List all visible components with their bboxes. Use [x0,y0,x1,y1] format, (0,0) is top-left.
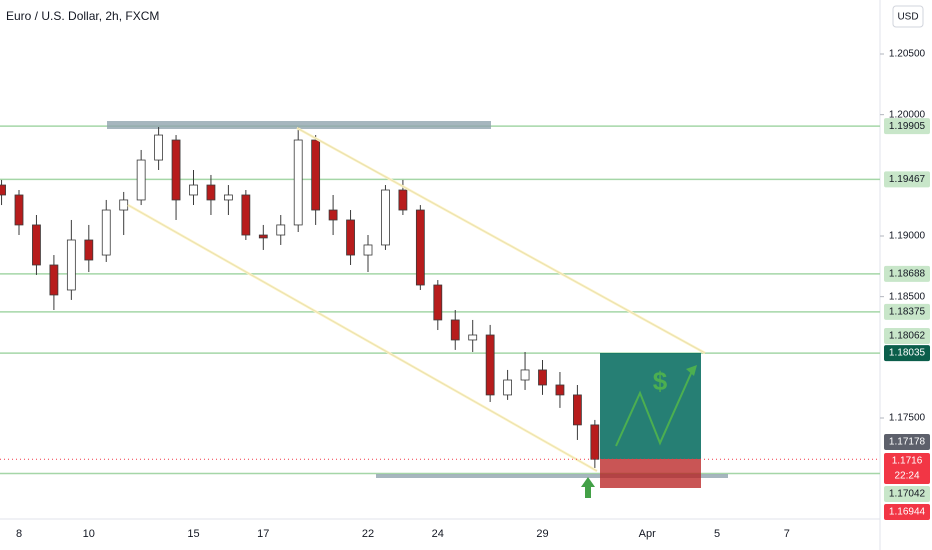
candle-body [206,184,216,201]
level-label-badge [884,265,930,282]
x-tick-label: 24 [432,528,444,540]
level-label-badge [884,118,930,135]
candle-body [84,239,94,261]
price-axis: 1.20500 1.20000 1.19000 1.18500 1.17500 1.199… [880,49,930,520]
channel-upper-edge [296,127,706,354]
current-price-badge [884,453,930,484]
price-marker: 1.18062 [889,331,926,342]
x-tick-label: 15 [187,528,199,540]
candle-body [14,194,24,226]
candle-body [32,224,41,266]
candle-body [520,369,530,381]
candle-body [258,234,268,239]
level-label: 1.19467 [889,174,926,185]
y-tick-label: 1.17500 [889,413,926,424]
candle-body [154,134,164,161]
candle-body [450,319,460,341]
x-tick-label: 8 [16,528,22,540]
countdown: 22:24 [894,471,919,482]
target-path [615,368,694,447]
currency[interactable]: USD [897,12,918,23]
y-tick-label: 1.20000 [889,109,926,120]
candle-body [415,209,425,286]
x-tick-label: 10 [83,528,95,540]
candle-body [346,219,355,256]
candle-body [468,334,478,341]
candle-body [136,159,146,201]
x-tick-label: 17 [257,528,269,540]
resistance-zone [107,121,491,129]
chart-title: Euro / U.S. Dollar, 2h, FXCM [6,9,159,23]
candle-body [189,184,198,196]
y-tick-label: 1.20500 [889,49,926,60]
price-marker-badge [884,434,930,450]
level-label-badge [884,303,930,320]
level-label-badge [884,486,930,502]
candle-body [171,139,181,201]
candle-body [276,224,286,236]
candle-body [381,189,390,246]
price-marker: 1.17178 [889,437,926,448]
price-marker-badge [884,328,930,344]
x-tick-label: 5 [714,528,720,540]
candle-body [119,199,129,211]
candles [0,127,600,468]
candle-body [433,284,443,321]
level-label: 1.19905 [889,121,926,132]
current-price: 1.1716 [892,456,923,467]
level-label-badge [884,171,930,188]
x-tick-label: 7 [784,528,790,540]
candle-body [293,139,303,226]
level-label: 1.18375 [889,306,926,317]
candle-body [0,184,6,196]
channel-lower-edge [127,204,598,472]
candle-body [503,379,513,396]
y-tick-label: 1.18500 [889,291,926,302]
candle-body [223,194,233,201]
x-tick-label: 29 [536,528,548,540]
price-marker-badge [884,504,930,520]
candle-body [485,334,495,396]
y-tick-label: 1.19000 [889,231,926,242]
price-marker: 1.16944 [889,507,926,518]
candle-body [49,264,59,296]
support-zone [376,474,728,478]
x-tick-label: 22 [362,528,374,540]
candle-body [328,209,338,221]
candle-body [538,369,547,386]
candle-body [555,384,565,396]
currency-button[interactable] [892,5,924,28]
candle-body [101,209,111,256]
candle-body [398,189,408,211]
candle-body [363,244,373,256]
target-arrowhead [686,365,697,376]
dollar-sign: $ [653,366,668,396]
candle-body [590,424,600,460]
buy-arrow [581,477,595,498]
target-box [600,353,701,459]
candle-body [241,194,251,236]
candle-body [66,239,76,291]
candle-body [311,139,321,211]
level-label: 1.18035 [889,348,926,359]
level-label: 1.17042 [889,489,926,500]
level-label-badge [884,345,930,362]
candle-body [573,394,582,426]
stop-box [600,459,701,488]
level-label: 1.18688 [889,268,926,279]
x-tick-label: Apr [639,528,656,540]
